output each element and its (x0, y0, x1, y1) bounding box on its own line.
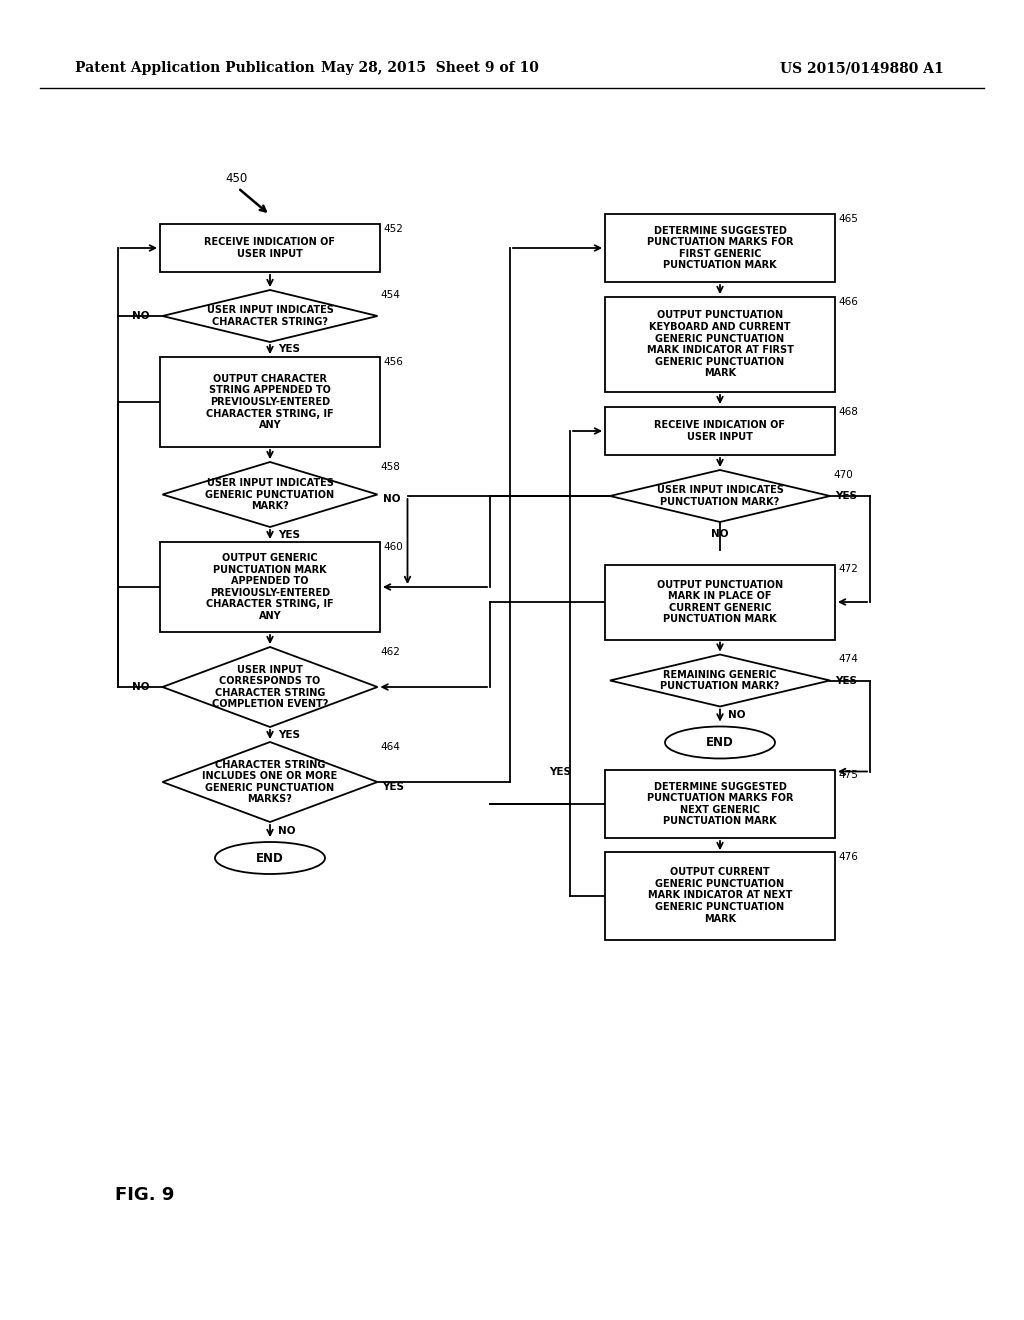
Text: YES: YES (278, 529, 300, 540)
Text: END: END (707, 737, 734, 748)
Text: NO: NO (278, 826, 296, 836)
Text: 464: 464 (381, 742, 400, 752)
Text: OUTPUT PUNCTUATION
KEYBOARD AND CURRENT
GENERIC PUNCTUATION
MARK INDICATOR AT FI: OUTPUT PUNCTUATION KEYBOARD AND CURRENT … (646, 310, 794, 379)
Text: 456: 456 (383, 356, 402, 367)
Text: REMAINING GENERIC
PUNCTUATION MARK?: REMAINING GENERIC PUNCTUATION MARK? (660, 669, 779, 692)
Text: 470: 470 (833, 470, 853, 480)
Text: OUTPUT CURRENT
GENERIC PUNCTUATION
MARK INDICATOR AT NEXT
GENERIC PUNCTUATION
MA: OUTPUT CURRENT GENERIC PUNCTUATION MARK … (648, 867, 793, 924)
FancyBboxPatch shape (605, 851, 835, 940)
Text: NO: NO (728, 710, 745, 721)
Text: NO: NO (383, 495, 400, 504)
Text: YES: YES (383, 781, 404, 792)
Polygon shape (610, 655, 830, 706)
Text: RECEIVE INDICATION OF
USER INPUT: RECEIVE INDICATION OF USER INPUT (654, 420, 785, 442)
Text: END: END (256, 851, 284, 865)
Text: 454: 454 (381, 290, 400, 300)
Text: 450: 450 (225, 172, 247, 185)
Ellipse shape (665, 726, 775, 759)
FancyBboxPatch shape (605, 214, 835, 282)
Polygon shape (610, 470, 830, 521)
Text: Patent Application Publication: Patent Application Publication (75, 61, 314, 75)
Polygon shape (163, 462, 378, 527)
FancyBboxPatch shape (605, 770, 835, 838)
Polygon shape (163, 290, 378, 342)
Polygon shape (163, 742, 378, 822)
FancyBboxPatch shape (605, 297, 835, 392)
Text: YES: YES (549, 767, 571, 777)
Text: 475: 475 (838, 770, 858, 780)
Text: May 28, 2015  Sheet 9 of 10: May 28, 2015 Sheet 9 of 10 (322, 61, 539, 75)
FancyBboxPatch shape (160, 224, 380, 272)
FancyBboxPatch shape (160, 356, 380, 447)
Text: FIG. 9: FIG. 9 (116, 1185, 175, 1204)
Text: 465: 465 (838, 214, 858, 224)
FancyBboxPatch shape (605, 565, 835, 639)
Text: US 2015/0149880 A1: US 2015/0149880 A1 (780, 61, 944, 75)
Text: NO: NO (712, 529, 729, 539)
Text: USER INPUT INDICATES
PUNCTUATION MARK?: USER INPUT INDICATES PUNCTUATION MARK? (656, 486, 783, 507)
Text: 468: 468 (838, 407, 858, 417)
Text: NO: NO (132, 682, 150, 692)
Text: 474: 474 (838, 655, 858, 664)
Text: NO: NO (132, 312, 150, 321)
Text: 462: 462 (381, 647, 400, 657)
FancyBboxPatch shape (160, 543, 380, 632)
Text: RECEIVE INDICATION OF
USER INPUT: RECEIVE INDICATION OF USER INPUT (205, 238, 336, 259)
Text: USER INPUT INDICATES
CHARACTER STRING?: USER INPUT INDICATES CHARACTER STRING? (207, 305, 334, 327)
Text: CHARACTER STRING
INCLUDES ONE OR MORE
GENERIC PUNCTUATION
MARKS?: CHARACTER STRING INCLUDES ONE OR MORE GE… (203, 759, 338, 804)
Polygon shape (163, 647, 378, 727)
Text: OUTPUT CHARACTER
STRING APPENDED TO
PREVIOUSLY-ENTERED
CHARACTER STRING, IF
ANY: OUTPUT CHARACTER STRING APPENDED TO PREV… (206, 374, 334, 430)
Text: 466: 466 (838, 297, 858, 308)
Text: YES: YES (278, 730, 300, 739)
Text: 472: 472 (838, 565, 858, 574)
Text: OUTPUT GENERIC
PUNCTUATION MARK
APPENDED TO
PREVIOUSLY-ENTERED
CHARACTER STRING,: OUTPUT GENERIC PUNCTUATION MARK APPENDED… (206, 553, 334, 620)
Text: 458: 458 (381, 462, 400, 473)
Text: 460: 460 (383, 543, 402, 552)
Text: DETERMINE SUGGESTED
PUNCTUATION MARKS FOR
NEXT GENERIC
PUNCTUATION MARK: DETERMINE SUGGESTED PUNCTUATION MARKS FO… (647, 781, 794, 826)
Text: YES: YES (835, 491, 857, 502)
Text: YES: YES (835, 676, 857, 685)
Text: 476: 476 (838, 851, 858, 862)
Text: OUTPUT PUNCTUATION
MARK IN PLACE OF
CURRENT GENERIC
PUNCTUATION MARK: OUTPUT PUNCTUATION MARK IN PLACE OF CURR… (657, 579, 783, 624)
Text: USER INPUT
CORRESPONDS TO
CHARACTER STRING
COMPLETION EVENT?: USER INPUT CORRESPONDS TO CHARACTER STRI… (212, 664, 328, 709)
Text: YES: YES (278, 345, 300, 355)
Text: 452: 452 (383, 224, 402, 234)
Text: USER INPUT INDICATES
GENERIC PUNCTUATION
MARK?: USER INPUT INDICATES GENERIC PUNCTUATION… (206, 478, 335, 511)
FancyBboxPatch shape (605, 407, 835, 455)
Text: DETERMINE SUGGESTED
PUNCTUATION MARKS FOR
FIRST GENERIC
PUNCTUATION MARK: DETERMINE SUGGESTED PUNCTUATION MARKS FO… (647, 226, 794, 271)
Ellipse shape (215, 842, 325, 874)
